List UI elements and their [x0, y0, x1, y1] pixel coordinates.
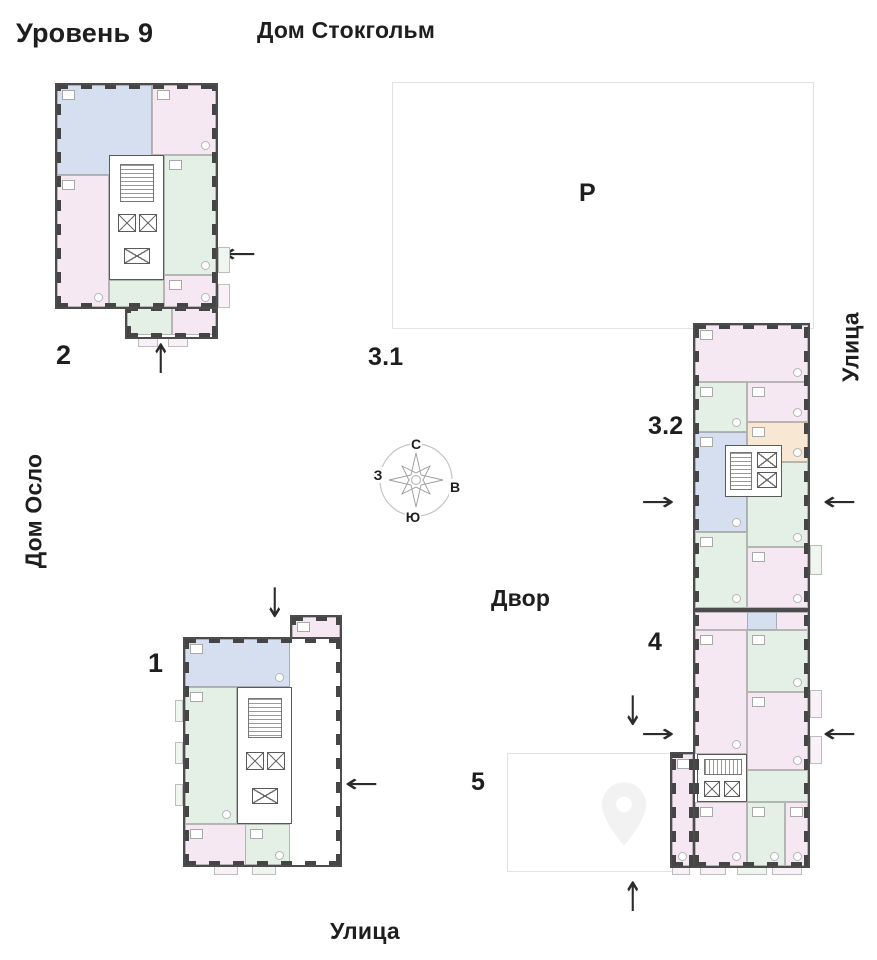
building-2-plan-extension[interactable]	[125, 305, 218, 339]
balcony	[168, 338, 188, 347]
section-1-label: 1	[148, 648, 164, 678]
level-title: Уровень 9	[16, 18, 154, 48]
house-stockholm-label: Дом Стокгольм	[257, 17, 436, 43]
section-2-label: 2	[56, 340, 72, 370]
balcony	[810, 736, 822, 764]
street-right-label: Улица	[837, 312, 864, 382]
balcony	[214, 866, 238, 875]
building-2-plan[interactable]	[55, 83, 218, 309]
yard-label: Двор	[491, 585, 551, 611]
balcony	[218, 284, 230, 308]
entry-arrow-left-icon: ←	[822, 718, 857, 749]
parking-label: Р	[579, 179, 596, 207]
section-5-label: 5	[471, 768, 486, 796]
compass-east-label: В	[448, 479, 462, 495]
section-4-label: 4	[648, 628, 663, 656]
building-1-plan[interactable]	[183, 637, 342, 867]
building-3-2-and-4-plan[interactable]	[693, 323, 810, 868]
stair-elevator-core	[697, 754, 747, 802]
balcony	[175, 742, 183, 764]
parking-area: Р	[392, 82, 814, 329]
balcony	[810, 545, 822, 575]
section-3-1-label: 3.1	[368, 343, 404, 371]
balcony	[810, 690, 822, 718]
building-4-plan-extension[interactable]	[670, 752, 695, 868]
entry-arrow-down-icon: ↓	[264, 579, 286, 628]
section-3-2-label: 3.2	[648, 412, 684, 440]
entry-arrow-up-icon: ↑	[622, 873, 644, 922]
compass-rose: С Ю З В	[372, 436, 462, 525]
stair-elevator-core	[237, 687, 292, 824]
compass-south-label: Ю	[404, 509, 422, 525]
balcony	[138, 338, 158, 347]
compass-west-label: З	[372, 467, 384, 483]
section-5-area	[507, 753, 674, 872]
entry-arrow-up-icon: ↑	[150, 335, 172, 384]
entry-arrow-right-icon: →	[640, 718, 675, 749]
watermark-icon	[601, 782, 647, 846]
balcony	[175, 784, 183, 806]
entry-arrow-right-icon: →	[640, 486, 675, 517]
balcony	[218, 247, 230, 273]
balcony	[252, 866, 276, 875]
entry-arrow-down-icon: ↓	[622, 687, 644, 736]
stair-elevator-core	[109, 155, 164, 280]
balcony	[175, 700, 183, 722]
stair-elevator-core	[725, 445, 782, 497]
entry-arrow-left-icon: ←	[344, 768, 379, 799]
street-bottom-label: Улица	[330, 918, 400, 944]
entry-arrow-left-icon: ←	[822, 486, 857, 517]
house-oslo-label: Дом Осло	[20, 453, 47, 569]
compass-north-label: С	[409, 436, 423, 452]
